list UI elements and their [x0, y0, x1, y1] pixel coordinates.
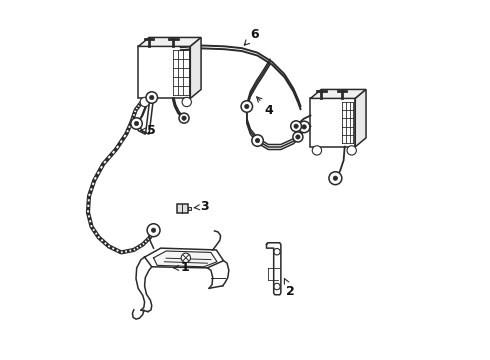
- Polygon shape: [177, 204, 188, 213]
- Circle shape: [293, 132, 303, 142]
- Circle shape: [151, 228, 156, 232]
- Polygon shape: [355, 89, 366, 147]
- Text: 5: 5: [141, 124, 156, 137]
- Circle shape: [134, 121, 139, 126]
- Circle shape: [146, 92, 157, 103]
- Circle shape: [296, 135, 300, 139]
- Text: 3: 3: [194, 201, 209, 213]
- Circle shape: [182, 97, 192, 107]
- Circle shape: [312, 146, 321, 155]
- Bar: [188, 207, 191, 211]
- Polygon shape: [311, 89, 366, 98]
- Circle shape: [245, 104, 249, 109]
- Polygon shape: [267, 243, 281, 295]
- Polygon shape: [190, 37, 201, 98]
- Polygon shape: [153, 251, 217, 267]
- Circle shape: [149, 95, 154, 100]
- Circle shape: [147, 224, 160, 237]
- Text: 6: 6: [244, 28, 259, 45]
- Circle shape: [291, 121, 301, 132]
- Circle shape: [181, 253, 191, 262]
- Circle shape: [347, 146, 356, 155]
- Circle shape: [329, 172, 342, 185]
- Circle shape: [179, 113, 189, 123]
- Circle shape: [182, 116, 186, 120]
- Text: 4: 4: [257, 97, 273, 117]
- Circle shape: [255, 138, 260, 143]
- Circle shape: [294, 124, 298, 129]
- Circle shape: [131, 118, 142, 129]
- Polygon shape: [138, 37, 201, 46]
- Text: 1: 1: [174, 261, 189, 274]
- Circle shape: [298, 121, 310, 133]
- Circle shape: [241, 101, 252, 112]
- Circle shape: [252, 135, 263, 146]
- Circle shape: [333, 176, 338, 180]
- Polygon shape: [145, 248, 223, 268]
- Circle shape: [302, 125, 306, 129]
- Circle shape: [140, 97, 149, 107]
- Text: 2: 2: [284, 279, 295, 298]
